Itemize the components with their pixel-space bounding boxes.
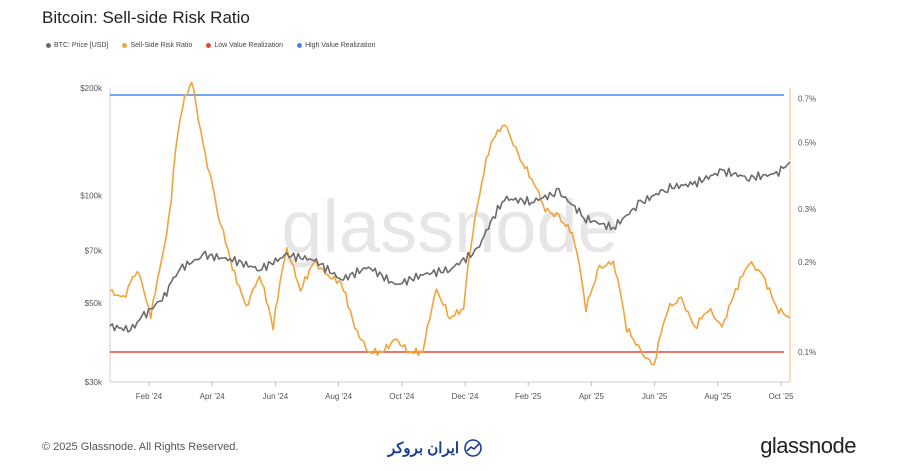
legend-label: High Value Realization	[305, 42, 376, 49]
legend-item-ssr[interactable]: Sell-Side Risk Ratio	[122, 42, 192, 49]
x-tick-label: Oct '24	[389, 392, 415, 401]
y-right-tick-label: 0.1%	[798, 348, 816, 357]
trend-icon	[464, 439, 482, 457]
legend-label: BTC: Price [USD]	[54, 42, 109, 49]
legend-swatch	[297, 43, 303, 48]
legend-item-high[interactable]: High Value Realization	[297, 42, 375, 49]
x-tick-label: Jun '25	[642, 392, 668, 401]
x-tick-label: Dec '24	[452, 392, 479, 401]
y-left-tick-label: $30k	[85, 378, 103, 387]
partner-logo: ایران بروکر	[388, 439, 483, 457]
series-line-sell-side-risk-ratio	[109, 81, 791, 366]
y-right-tick-label: 0.3%	[798, 205, 816, 214]
legend-swatch	[206, 43, 212, 48]
y-right-tick-label: 0.5%	[798, 138, 816, 147]
y-left-tick-label: $100k	[80, 191, 103, 200]
x-tick-label: Aug '25	[704, 392, 731, 401]
x-tick-label: Apr '25	[579, 392, 605, 401]
legend-label: Low Value Realization	[214, 42, 284, 49]
legend-swatch	[46, 43, 51, 48]
partner-logo-text: ایران بروکر	[388, 440, 460, 457]
brand-logo: glassnode	[760, 433, 856, 458]
x-tick-label: Oct '25	[768, 392, 794, 401]
copyright: © 2025 Glassnode. All Rights Reserved.	[42, 441, 239, 453]
legend-item-price[interactable]: BTC: Price [USD]	[46, 42, 108, 49]
y-right-tick-label: 0.7%	[798, 95, 816, 104]
series-line-btc-price	[109, 161, 791, 333]
y-left-tick-label: $70k	[85, 247, 103, 256]
legend-swatch	[122, 43, 128, 48]
x-tick-label: Feb '25	[515, 392, 542, 401]
y-right-tick-label: 0.2%	[798, 258, 816, 267]
x-tick-label: Apr '24	[200, 392, 226, 401]
legend-item-low[interactable]: Low Value Realization	[206, 42, 283, 49]
x-tick-label: Feb '24	[136, 392, 163, 401]
legend-label: Sell-Side Risk Ratio	[130, 42, 193, 49]
y-left-tick-label: $50k	[85, 299, 103, 308]
x-tick-label: Jun '24	[263, 392, 289, 401]
legend: BTC: Price [USD] Sell-Side Risk Ratio Lo…	[46, 42, 375, 49]
y-left-tick-label: $200k	[80, 84, 103, 93]
chart-title: Bitcoin: Sell-side Risk Ratio	[42, 8, 250, 27]
x-tick-label: Aug '24	[325, 392, 352, 401]
watermark: glassnode	[281, 185, 618, 268]
